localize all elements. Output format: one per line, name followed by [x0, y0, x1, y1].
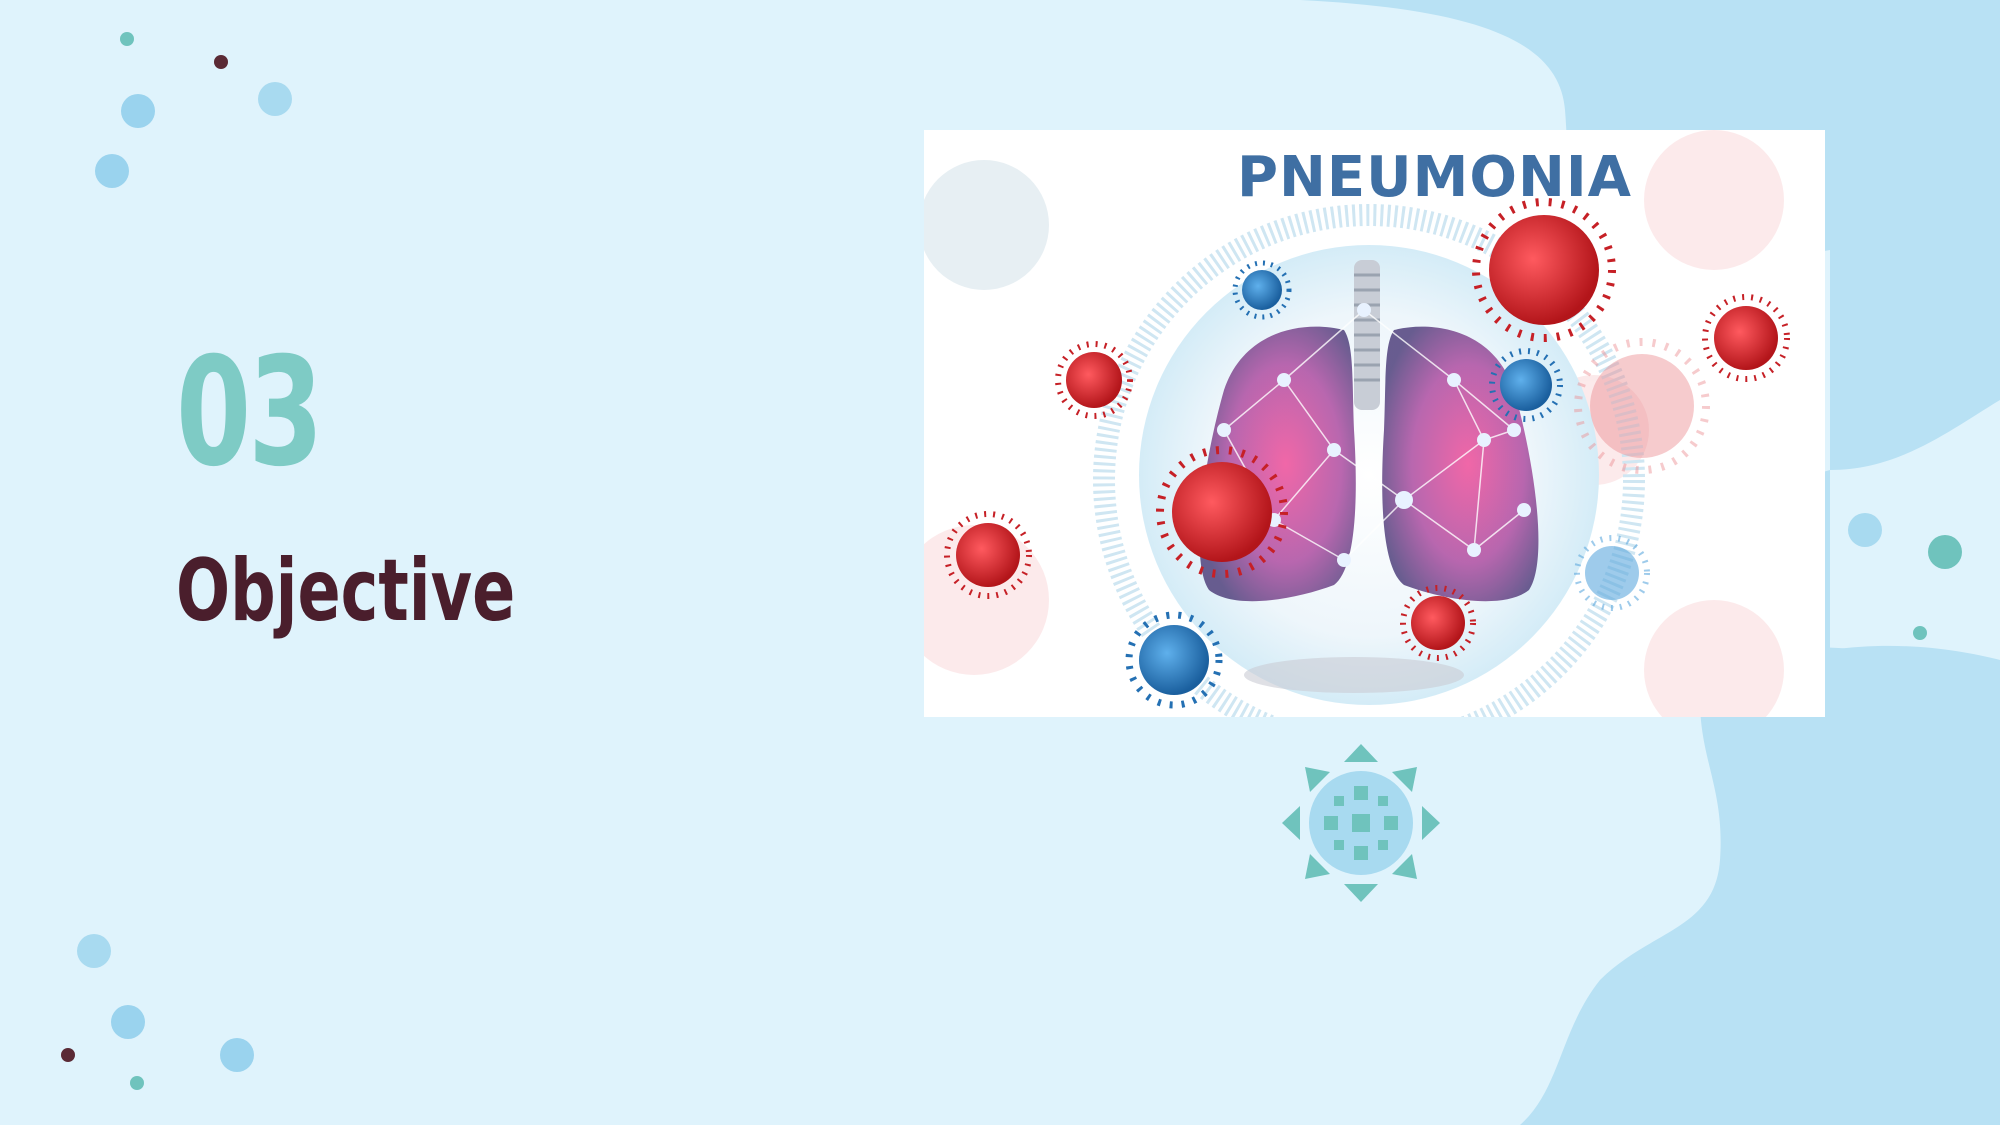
coronavirus-icon	[1282, 744, 1440, 902]
image-heading: PNEUMONIA	[1236, 145, 1632, 210]
decorative-dot	[61, 1048, 75, 1062]
decorative-dot	[111, 1005, 145, 1039]
decorative-dot	[121, 94, 155, 128]
decorative-dot	[1913, 626, 1927, 640]
decorative-dot	[77, 934, 111, 968]
decorative-dot	[95, 154, 129, 188]
decorative-dot	[258, 82, 292, 116]
section-title: Objective	[176, 541, 516, 641]
decorative-dot	[220, 1038, 254, 1072]
decorative-dot	[130, 1076, 144, 1090]
lungs-illustration	[924, 130, 1790, 717]
virus-icon	[1472, 198, 1616, 342]
section-number: 03	[176, 326, 323, 500]
pneumonia-illustration: PNEUMONIA	[924, 130, 1825, 717]
decorative-dot	[120, 32, 134, 46]
decorative-dot	[214, 55, 228, 69]
decorative-dot	[1848, 513, 1882, 547]
decorative-dot	[1928, 535, 1962, 569]
